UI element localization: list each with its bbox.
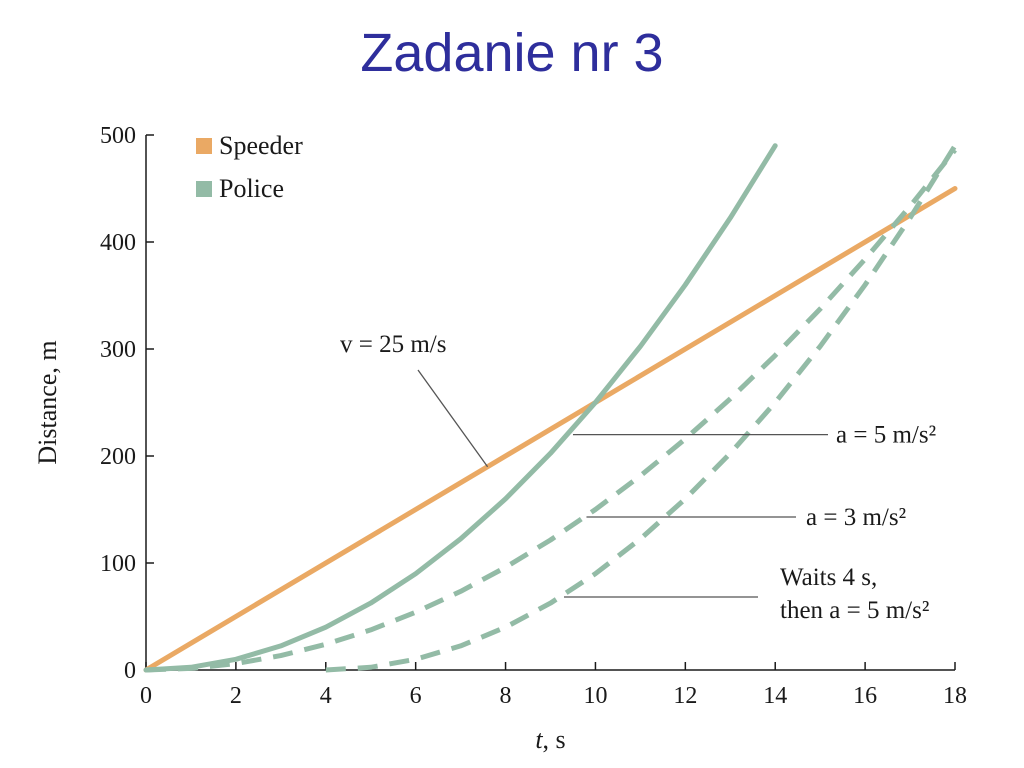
x-tick-label: 18 [943,683,967,709]
x-axis-unit: , s [543,725,566,754]
y-axis-title: Distance, m [33,340,62,464]
annotation-delay-label-line2: then a = 5 m/s² [780,597,929,624]
annotation-leader [417,369,489,468]
y-tick-label: 200 [100,444,136,470]
x-tick-label: 4 [320,683,332,709]
series-group [143,143,958,673]
x-tick-label: 14 [763,683,787,709]
series-line-police-1 [143,143,778,673]
y-tick-label: 300 [100,337,136,363]
x-tick-label: 6 [410,683,422,709]
x-tick-label: 2 [230,683,242,709]
x-axis-title: t, s [535,725,565,754]
y-tick-label: 100 [100,551,136,577]
axes: 0 2 4 6 8 10 12 14 16 18 0 100 200 300 400 500 t, s Dista… [33,123,967,754]
annotation-accel-5-label: a = 5 m/s² [836,422,936,449]
annotation-delay-label: Waits 4 s, [780,564,877,591]
annotations: v = 25 m/s a = 5 m/s² a = 3 m/s² Waits 4 s,… [340,331,936,624]
x-tick-label: 16 [853,683,877,709]
x-tick-label: 10 [583,683,607,709]
y-tick-label: 400 [100,230,136,256]
legend-label-speeder: Speeder [219,131,303,160]
x-tick-label: 8 [500,683,512,709]
y-tick-label: 0 [124,658,136,684]
slide-title: Zadanie nr 3 [360,23,664,83]
x-axis-variable: t [535,725,543,754]
legend-label-police: Police [219,174,284,203]
legend-swatch-police [196,181,212,197]
x-tick-label: 0 [140,683,152,709]
y-tick-label: 500 [100,123,136,149]
series-line-police-2 [145,148,957,673]
annotation-speed-label: v = 25 m/s [340,331,446,358]
annotation-accel-3-label: a = 3 m/s² [806,504,906,531]
series-line-speeder-0 [143,186,958,673]
legend: Speeder Police [196,131,303,203]
series-line-police-3 [325,144,958,673]
x-tick-label: 12 [673,683,697,709]
legend-swatch-speeder [196,138,212,154]
